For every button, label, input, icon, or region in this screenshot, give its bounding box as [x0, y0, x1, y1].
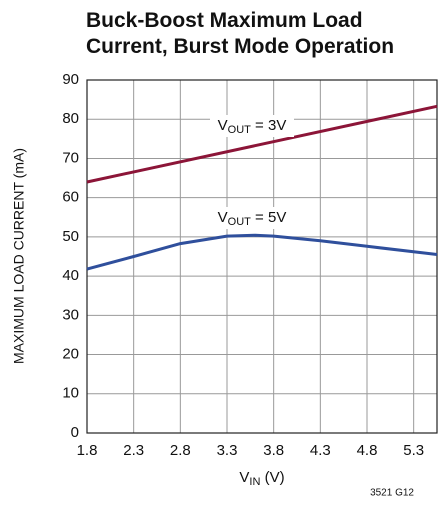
- series-label: VOUT = 5V: [218, 209, 287, 228]
- x-tick-label: 3.3: [217, 442, 238, 459]
- label-part: = 3V: [251, 117, 286, 134]
- x-tick-label: 2.3: [123, 442, 144, 459]
- y-tick-label: 70: [62, 149, 79, 166]
- y-tick-label: 60: [62, 189, 79, 206]
- x-tick-label: 4.3: [310, 442, 331, 459]
- x-axis-label: VIN (V): [239, 469, 284, 488]
- label-background: [210, 115, 294, 137]
- plot-frame: [86, 79, 438, 434]
- label-part: V: [239, 469, 249, 486]
- label-part: V: [218, 117, 228, 134]
- label-part: OUT: [228, 216, 252, 228]
- line: [86, 104, 438, 184]
- label-part: V: [218, 209, 228, 226]
- chart-title: Buck-Boost Maximum Load: [86, 9, 363, 32]
- x-tick-label: 4.8: [357, 442, 378, 459]
- y-tick-label: 40: [62, 267, 79, 284]
- footnote: 3521 G12: [370, 488, 414, 499]
- y-tick-label: 20: [62, 346, 79, 363]
- y-tick-label: 30: [62, 306, 79, 323]
- y-tick-label: 80: [62, 110, 79, 127]
- label-part: (V): [260, 469, 284, 486]
- x-tick-label: 2.8: [170, 442, 191, 459]
- x-tick-label: 1.8: [77, 442, 98, 459]
- y-tick-label: 50: [62, 228, 79, 245]
- chart-title: Current, Burst Mode Operation: [86, 35, 394, 58]
- label-part: IN: [249, 476, 260, 488]
- series-label: VOUT = 3V: [218, 117, 287, 136]
- line: [86, 233, 438, 271]
- x-tick-label: 3.8: [263, 442, 284, 459]
- y-tick-label: 10: [62, 385, 79, 402]
- y-tick-label: 90: [62, 71, 79, 88]
- y-tick-label: 0: [71, 424, 79, 441]
- label-part: = 5V: [251, 209, 286, 226]
- label-part: OUT: [228, 124, 252, 136]
- label-background: [210, 207, 294, 229]
- y-axis-label: MAXIMUM LOAD CURRENT (mA): [11, 148, 27, 364]
- x-tick-label: 5.3: [403, 442, 424, 459]
